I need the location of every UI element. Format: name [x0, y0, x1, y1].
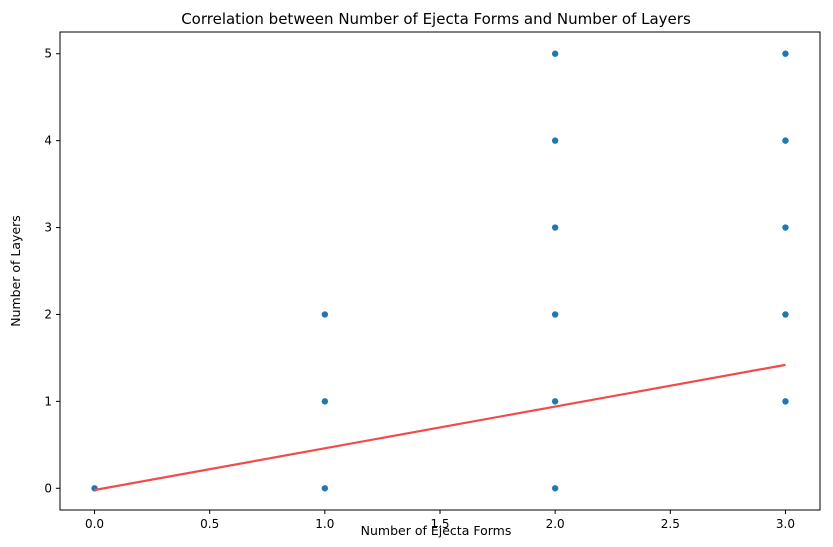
x-tick-label: 1.5: [430, 517, 449, 531]
scatter-point: [782, 224, 789, 231]
scatter-point: [321, 311, 329, 318]
y-tick-label: 3: [44, 221, 52, 235]
scatter-point: [551, 311, 559, 318]
scatter-point: [321, 485, 329, 492]
y-axis-label: Number of Layers: [8, 215, 23, 327]
x-tick-label: 2.0: [546, 517, 565, 531]
scatter-point: [782, 311, 789, 318]
x-tick-label: 0.5: [200, 517, 219, 531]
y-tick-label: 0: [44, 481, 52, 495]
x-tick-label: 1.0: [315, 517, 334, 531]
y-tick-label: 2: [44, 307, 52, 321]
x-tick-label: 0.0: [85, 517, 104, 531]
plot-frame: [59, 31, 821, 511]
y-tick-label: 1: [44, 394, 52, 408]
scatter-point: [551, 398, 559, 405]
x-tick-label: 3.0: [776, 517, 795, 531]
x-axis: 0.0 0.5 1.0 1.5 2.0 2.5 3.0: [85, 510, 795, 531]
scatter-point: [782, 137, 789, 144]
scatter-point: [551, 485, 559, 492]
y-axis: 0 1 2 3 4 5: [44, 47, 60, 495]
scatter-point: [551, 224, 559, 231]
plot-area: [91, 50, 789, 492]
y-tick-label: 5: [44, 47, 52, 61]
scatter-point: [551, 50, 559, 57]
x-tick-label: 2.5: [661, 517, 680, 531]
chart-title: Correlation between Number of Ejecta For…: [181, 10, 691, 28]
trend-line: [94, 363, 786, 492]
scatter-point: [551, 137, 559, 144]
x-axis-label: Number of Ejecta Forms: [361, 523, 512, 538]
y-tick-label: 4: [44, 134, 52, 148]
scatter-point: [782, 398, 789, 405]
scatter-point: [321, 398, 329, 405]
scatter-point: [782, 50, 789, 57]
